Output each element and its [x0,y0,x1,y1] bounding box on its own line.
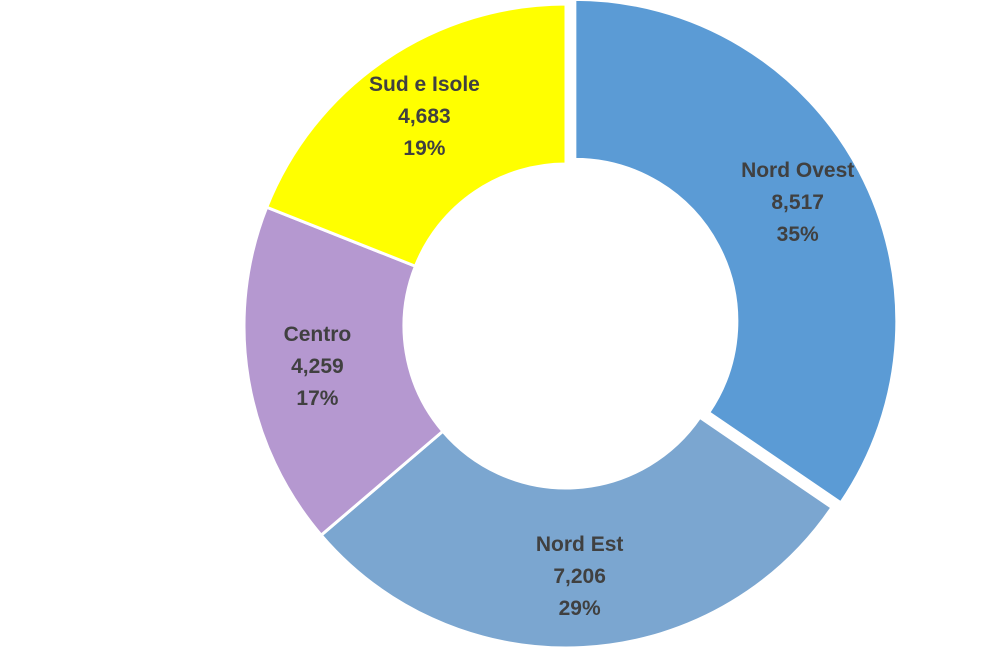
slice-nord-ovest-value-label: 8,517 [771,191,824,214]
slice-labels: Nord Ovest 8,517 35% Nord Est 7,206 29% Centro… [284,73,855,620]
slice-nord-est-value-label: 7,206 [553,565,606,588]
donut-slices [242,0,899,647]
slice-centro-percent-label: 17% [296,387,338,410]
slice-sud-e-isole-value-label: 4,683 [398,105,451,128]
slice-centro-label-label: Centro [284,323,352,346]
slice-centro [242,205,445,538]
slice-nord-ovest-label-label: Nord Ovest [741,159,854,182]
slice-sud-e-isole-label-label: Sud e Isole [369,73,480,96]
slice-nord-ovest-percent-label: 35% [777,223,819,246]
slice-sud-e-isole-percent-label: 19% [403,137,445,160]
slice-sud-e-isole [264,2,568,269]
slice-centro-value-label: 4,259 [291,355,344,378]
slice-nord-est-label-label: Nord Est [536,533,624,556]
slice-nord-ovest [573,0,899,505]
slice-nord-est [319,415,835,647]
slice-nord-est-percent-label: 29% [559,597,601,620]
